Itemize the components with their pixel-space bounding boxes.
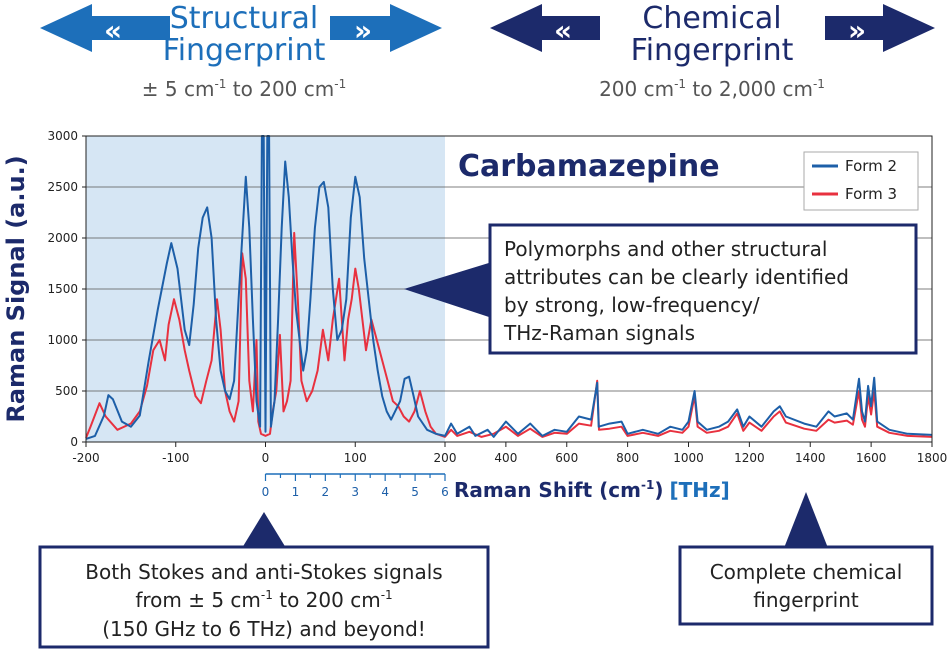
x-tick-label: 100 xyxy=(344,451,367,465)
stokes-callout: Both Stokes and anti-Stokes signals from… xyxy=(38,512,490,649)
polymorph-callout-box xyxy=(488,223,918,355)
chemical-left-chevrons-icon: « xyxy=(554,14,572,47)
stokes-line2-sup1: -1 xyxy=(261,588,273,602)
chemical-title-line1: Chemical xyxy=(642,1,781,36)
chart-title: Carbamazepine xyxy=(458,149,720,184)
y-tick-label: 0 xyxy=(70,435,78,449)
polymorph-callout-line2: attributes can be clearly identified xyxy=(504,265,849,289)
structural-range-b: to 200 cm xyxy=(226,77,334,101)
chemical-callout-pointer xyxy=(784,492,828,548)
y-tick-label: 1500 xyxy=(47,282,78,296)
x-axis-title-thz: [THz] xyxy=(669,478,729,502)
structural-right-chevrons-icon: » xyxy=(354,14,372,47)
stokes-line2-a: from ± 5 cm xyxy=(135,588,261,612)
chemical-range: 200 cm-1 to 2,000 cm-1 xyxy=(599,77,825,101)
structural-header: « » Structural Fingerprint ± 5 cm-1 to 2… xyxy=(40,1,442,101)
structural-title-line1: Structural xyxy=(170,1,318,36)
polymorph-callout-line4: THz-Raman signals xyxy=(503,321,695,345)
x-axis-title-close: ) xyxy=(654,478,663,502)
structural-range-sup1: -1 xyxy=(214,77,226,91)
chemical-right-chevrons-icon: » xyxy=(848,14,866,47)
stokes-callout-line3: (150 GHz to 6 THz) and beyond! xyxy=(102,617,426,641)
x-axis-title-sup: -1 xyxy=(641,478,654,492)
chemical-callout-box xyxy=(678,545,934,626)
stokes-line2-sup2: -1 xyxy=(381,588,393,602)
polymorph-callout-pointer xyxy=(404,262,492,318)
structural-range: ± 5 cm-1 to 200 cm-1 xyxy=(142,77,346,101)
chemical-callout-line1: Complete chemical xyxy=(710,560,903,584)
x-tick-label: 800 xyxy=(616,451,639,465)
structural-range-a: ± 5 cm xyxy=(142,77,215,101)
chemical-left-arrow-icon xyxy=(490,4,600,52)
stokes-callout-box xyxy=(38,545,490,649)
legend: Form 2 Form 3 xyxy=(803,151,919,211)
series-lines xyxy=(85,135,933,440)
thz-tick-label: 3 xyxy=(351,485,359,499)
chemical-right-arrow-icon xyxy=(825,4,935,52)
series-line-form-2 xyxy=(85,135,933,440)
y-axis-title: Raman Signal (a.u.) xyxy=(2,155,30,422)
y-tick-label: 1000 xyxy=(47,333,78,347)
structural-range-sup2: -1 xyxy=(334,77,346,91)
thz-tick-label: 4 xyxy=(381,485,389,499)
stokes-callout-line2: from ± 5 cm-1 to 200 cm-1 xyxy=(135,588,392,612)
structural-right-arrow-icon xyxy=(330,4,442,52)
y-tick-label: 3000 xyxy=(47,129,78,143)
series-line-form-3 xyxy=(85,231,933,439)
polymorph-callout: Polymorphs and other structural attribut… xyxy=(404,223,918,355)
x-tick-label: 1200 xyxy=(734,451,765,465)
chemical-callout: Complete chemical fingerprint xyxy=(678,492,934,626)
thz-tick-label: 5 xyxy=(411,485,419,499)
y-axis-ticks: 0 500 1000 1500 2000 2500 3000 xyxy=(47,129,86,449)
chemical-callout-line2: fingerprint xyxy=(753,588,859,612)
chemical-title-line2: Fingerprint xyxy=(631,33,794,68)
thz-tick-label: 6 xyxy=(441,485,449,499)
polymorph-callout-line3: by strong, low-frequency/ xyxy=(504,293,760,317)
chemical-range-sup1: -1 xyxy=(674,77,686,91)
x-tick-label: 1400 xyxy=(795,451,826,465)
structural-left-chevrons-icon: « xyxy=(104,14,122,47)
thz-axis: 0 1 2 3 4 5 6 xyxy=(262,473,449,499)
polymorph-callout-line1: Polymorphs and other structural xyxy=(504,237,827,261)
legend-label-form-2: Form 2 xyxy=(845,157,897,175)
y-tick-label: 2000 xyxy=(47,231,78,245)
x-tick-label: 0 xyxy=(262,451,270,465)
x-tick-label: 1000 xyxy=(673,451,704,465)
x-tick-label: 1600 xyxy=(856,451,887,465)
x-tick-label: -200 xyxy=(72,451,99,465)
x-tick-label: -100 xyxy=(162,451,189,465)
stokes-callout-line1: Both Stokes and anti-Stokes signals xyxy=(85,560,442,584)
thz-tick-label: 0 xyxy=(262,485,270,499)
structural-left-arrow-icon xyxy=(40,4,170,52)
y-tick-label: 500 xyxy=(55,384,78,398)
stokes-callout-pointer xyxy=(242,512,286,548)
x-axis-ticks: -200 -100 0 100 200 400 600 800 1000 1200 1400 1600… xyxy=(72,442,947,465)
legend-label-form-3: Form 3 xyxy=(845,185,897,203)
x-axis-title: Raman Shift (cm-1) [THz] xyxy=(454,478,730,502)
legend-box xyxy=(803,151,919,211)
stokes-line2-b: to 200 cm xyxy=(273,588,381,612)
x-tick-label: 200 xyxy=(434,451,457,465)
chemical-range-b: to 2,000 cm xyxy=(686,77,813,101)
x-tick-label: 1800 xyxy=(917,451,948,465)
chemical-range-sup2: -1 xyxy=(813,77,825,91)
structural-title-line2: Fingerprint xyxy=(163,33,326,68)
x-tick-label: 400 xyxy=(494,451,517,465)
x-tick-label: 600 xyxy=(555,451,578,465)
chemical-range-a: 200 cm xyxy=(599,77,674,101)
y-tick-label: 2500 xyxy=(47,180,78,194)
chemical-header: « » Chemical Fingerprint 200 cm-1 to 2,0… xyxy=(490,1,935,101)
thz-tick-label: 2 xyxy=(322,485,330,499)
thz-tick-label: 1 xyxy=(292,485,300,499)
x-axis-title-main: Raman Shift (cm xyxy=(454,478,641,502)
